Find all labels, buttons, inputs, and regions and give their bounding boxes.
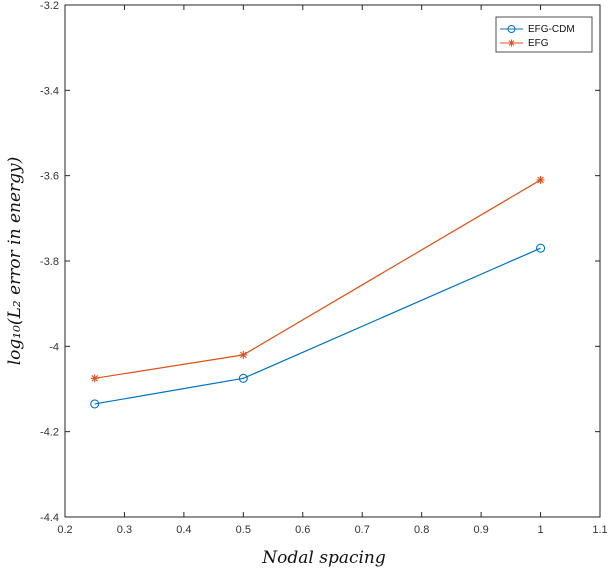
data-point-efg-cdm [536,243,546,253]
series-line-efg-cdm [94,247,541,405]
x-tick-label: 1.1 [592,524,607,536]
x-tick-label: 0.5 [236,524,251,536]
x-tick-label: 0.8 [414,524,429,536]
data-point-efg [239,350,248,359]
x-tick-label: 0.3 [117,524,132,536]
x-tick-label: 0.9 [473,524,488,536]
series-layer [90,175,546,409]
y-tick-label: -3.6 [40,171,59,183]
x-tick-label: 1 [537,524,543,536]
x-tick-label: 0.7 [355,524,370,536]
x-axis-title: Nodal spacing [261,548,386,568]
x-tick-label: 0.2 [57,524,72,536]
data-point-efg [536,175,545,184]
data-point-efg [90,374,99,383]
legend-label-efg-cdm: EFG-CDM [528,24,575,35]
legend-marker-efg [508,39,515,47]
data-point-efg-cdm [238,373,248,383]
y-axis-title: log₁₀(L₂ error in energy) [5,157,25,366]
y-tick-label: -3.8 [40,256,59,268]
x-tick-label: 0.4 [176,524,191,536]
y-tick-label: -4.4 [40,512,59,524]
legend-label-efg: EFG [528,38,549,49]
y-tick-label: -3.4 [40,85,59,97]
legend-marker-efg-cdm [507,25,516,33]
y-tick-label: -4.2 [40,427,59,439]
x-tick-label: 0.6 [295,524,310,536]
y-axis-ticks: -3.2 -3.4 -3.6 -3.8 -4 -4.2 -4.4 [40,0,600,524]
plot-area [64,4,601,518]
legend-box [495,16,593,53]
y-tick-label: -3.2 [40,0,59,12]
data-point-efg-cdm [90,399,100,409]
x-axis-ticks: 0.2 0.3 0.4 0.5 0.6 0.7 0.8 0.9 1 1.1 [57,5,608,536]
y-tick-label: -4 [49,341,59,353]
legend: EFG-CDM EFG [495,16,593,53]
